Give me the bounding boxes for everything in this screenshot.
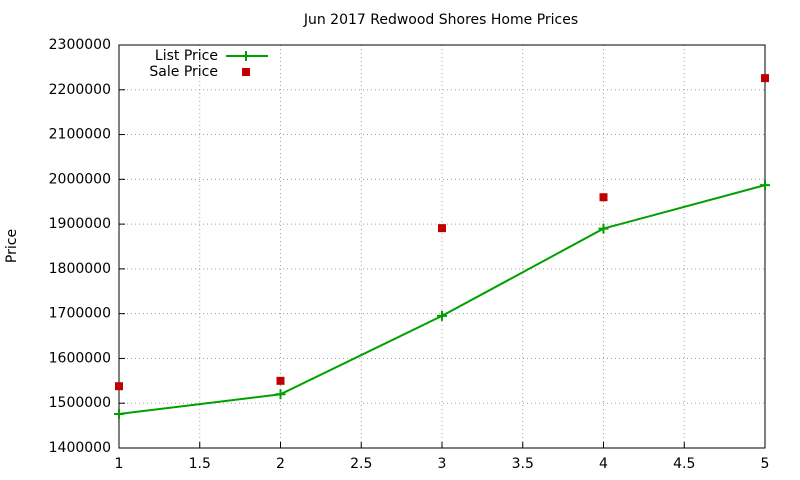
y-tick-label: 1800000	[49, 261, 111, 277]
x-tick-label: 2.5	[350, 456, 372, 472]
y-tick-label: 1600000	[49, 350, 111, 366]
chart-title: Jun 2017 Redwood Shores Home Prices	[303, 12, 578, 28]
point	[761, 74, 769, 83]
point	[115, 382, 123, 391]
y-tick-label: 1700000	[49, 306, 111, 322]
point	[114, 408, 124, 419]
x-tick-label: 5	[761, 456, 770, 472]
y-tick-label: 1500000	[49, 395, 111, 411]
legend-label: List Price	[155, 48, 218, 64]
point	[276, 376, 285, 385]
y-tick-label: 2200000	[49, 82, 111, 98]
point	[599, 193, 608, 202]
x-tick-label: 4.5	[673, 456, 695, 472]
y-tick-label: 1900000	[49, 216, 111, 232]
plot-border	[118, 44, 766, 449]
x-tick-label: 1.5	[189, 456, 211, 472]
point	[438, 224, 446, 233]
point	[275, 389, 286, 400]
legend-marker	[241, 51, 251, 61]
legend-marker	[242, 68, 250, 76]
y-tick-label: 2000000	[49, 171, 111, 187]
x-tick-label: 1	[115, 456, 124, 472]
x-tick-label: 3.5	[512, 456, 534, 472]
x-tick-label: 2	[276, 456, 285, 472]
x-tick-label: 3	[438, 456, 447, 472]
y-tick-label: 2300000	[49, 37, 111, 53]
point	[598, 223, 609, 234]
point	[437, 310, 447, 321]
legend-label: Sale Price	[149, 64, 218, 80]
y-axis-label: Price	[4, 229, 20, 263]
point	[760, 180, 770, 191]
series-line	[118, 184, 766, 415]
x-tick-label: 4	[599, 456, 608, 472]
y-tick-label: 2100000	[49, 127, 111, 143]
y-tick-label: 1400000	[49, 440, 111, 456]
